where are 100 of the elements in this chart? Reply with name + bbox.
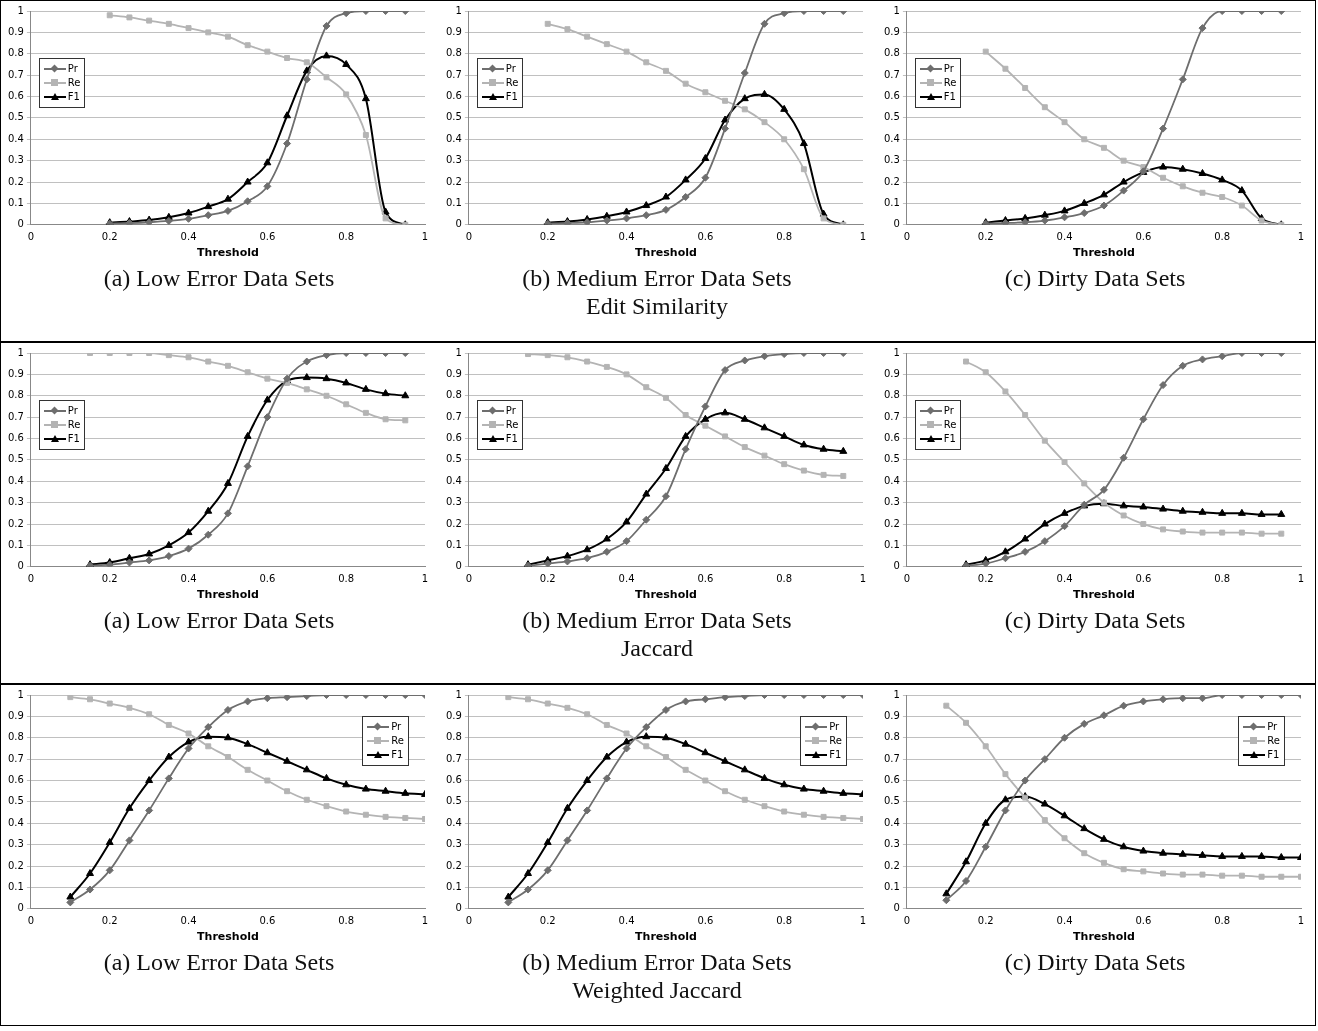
y-tick-label: 0.9 <box>446 25 462 37</box>
y-tick-label: 0.2 <box>884 859 900 871</box>
x-tick-label: 0.4 <box>180 573 197 585</box>
x-tick-label: 0.2 <box>539 915 556 927</box>
legend-label: Pr <box>943 62 954 77</box>
legend-label: F1 <box>505 432 518 447</box>
y-tick-label: 0.8 <box>446 731 462 743</box>
x-tick-label: 0.8 <box>1214 915 1231 927</box>
legend-label: Re <box>1267 734 1280 749</box>
y-tick-label: 0.9 <box>446 367 462 379</box>
y-tick-label: 1 <box>17 346 24 358</box>
y-tick-label: 0.8 <box>8 389 24 401</box>
y-tick-label: 0.7 <box>8 410 24 422</box>
text: (a) Low Error Data Sets <box>102 264 336 292</box>
x-tick-label: 0.4 <box>618 231 635 243</box>
x-tick-label: 0.8 <box>338 231 355 243</box>
x-tick-label: 1 <box>1297 231 1305 243</box>
legend-label: Re <box>829 734 842 749</box>
y-tick-label: 0.8 <box>884 731 900 743</box>
y-tick-label: 1 <box>455 688 462 700</box>
y-tick-label: 0.1 <box>446 197 462 209</box>
y-tick-label: 0.4 <box>8 474 24 486</box>
x-tick-label: 1 <box>1297 573 1305 585</box>
x-tick-label: 0.2 <box>539 231 556 243</box>
x-tick-label: 1 <box>421 915 429 927</box>
legend-label: Re <box>505 418 519 433</box>
y-tick-label: 0.6 <box>8 90 24 102</box>
y-tick-label: 0.6 <box>884 90 900 102</box>
x-tick-label: 0.8 <box>1214 231 1231 243</box>
x-tick-label: 0.6 <box>1135 231 1152 243</box>
y-tick-label: 0.9 <box>884 367 900 379</box>
y-tick-label: 0.6 <box>8 774 24 786</box>
legend-label: F1 <box>67 432 80 447</box>
y-tick-label: 0 <box>455 218 462 230</box>
y-tick-label: 0.5 <box>446 795 462 807</box>
text: Edit Similarity <box>585 292 729 320</box>
y-tick-label: 0.4 <box>446 816 462 828</box>
legend-label: F1 <box>505 90 518 105</box>
x-tick-label: 0.4 <box>1056 915 1073 927</box>
x-tick-label: 1 <box>859 231 867 243</box>
legend-label: F1 <box>67 90 80 105</box>
x-tick-label: 0 <box>903 915 911 927</box>
x-tick-label: 0.8 <box>776 231 793 243</box>
x-tick-label: 0.8 <box>338 573 355 585</box>
x-tick-label: 0.4 <box>180 231 197 243</box>
y-tick-label: 0.6 <box>884 774 900 786</box>
y-tick-label: 1 <box>893 688 900 700</box>
y-tick-label: 0.2 <box>8 517 24 529</box>
y-tick-label: 0.7 <box>884 752 900 764</box>
x-axis-title: Threshold <box>635 246 697 260</box>
y-tick-label: 0.5 <box>8 111 24 123</box>
x-tick-label: 0.2 <box>977 573 994 585</box>
legend-label: F1 <box>943 432 956 447</box>
x-tick-label: 0.8 <box>1214 573 1231 585</box>
y-tick-label: 0.5 <box>446 453 462 465</box>
x-tick-label: 0.2 <box>101 231 118 243</box>
x-tick-label: 0.2 <box>539 573 556 585</box>
y-tick-label: 0.8 <box>8 731 24 743</box>
x-tick-label: 0.2 <box>977 231 994 243</box>
text: (b) Medium Error Data Sets <box>521 948 793 976</box>
legend-label: Pr <box>1267 720 1278 735</box>
x-tick-label: 0.2 <box>101 573 118 585</box>
y-tick-label: 0 <box>893 218 900 230</box>
y-tick-label: 0.9 <box>884 709 900 721</box>
y-tick-label: 0.2 <box>884 517 900 529</box>
legend-label: Pr <box>67 404 78 419</box>
x-tick-label: 0 <box>903 231 911 243</box>
y-tick-label: 0.3 <box>446 154 462 166</box>
x-tick-label: 0.4 <box>1056 231 1073 243</box>
legend-label: Pr <box>67 62 78 77</box>
text: (c) Dirty Data Sets <box>1003 948 1187 976</box>
y-tick-label: 0 <box>893 560 900 572</box>
y-tick-label: 0.4 <box>8 816 24 828</box>
y-tick-label: 0.3 <box>8 838 24 850</box>
y-tick-label: 0 <box>455 902 462 914</box>
y-tick-label: 0.4 <box>884 474 900 486</box>
y-tick-label: 0.7 <box>884 410 900 422</box>
legend-label: F1 <box>391 748 404 763</box>
y-tick-label: 0.9 <box>446 709 462 721</box>
y-tick-label: 0.1 <box>8 881 24 893</box>
legend-label: Pr <box>391 720 402 735</box>
y-tick-label: 0.5 <box>884 795 900 807</box>
text: Weighted Jaccard <box>571 976 743 1004</box>
y-tick-label: 0.1 <box>446 539 462 551</box>
legend-label: Pr <box>505 62 516 77</box>
y-tick-label: 0 <box>17 218 24 230</box>
y-tick-label: 0.9 <box>8 709 24 721</box>
x-tick-label: 0.8 <box>776 573 793 585</box>
y-tick-label: 0 <box>455 560 462 572</box>
legend-label: F1 <box>1267 748 1280 763</box>
x-tick-label: 0 <box>27 573 35 585</box>
y-tick-label: 0.3 <box>446 838 462 850</box>
y-tick-label: 0.1 <box>884 539 900 551</box>
x-tick-label: 0.6 <box>259 573 276 585</box>
y-tick-label: 0.7 <box>446 752 462 764</box>
y-tick-label: 0.5 <box>8 453 24 465</box>
y-tick-label: 0.3 <box>8 154 24 166</box>
y-tick-label: 0.1 <box>8 197 24 209</box>
y-tick-label: 0.2 <box>8 175 24 187</box>
x-tick-label: 0.4 <box>618 573 635 585</box>
